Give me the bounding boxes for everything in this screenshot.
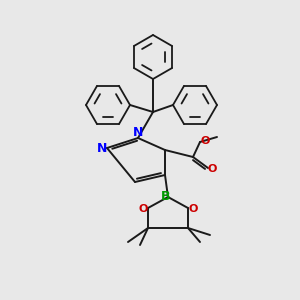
Text: O: O — [200, 136, 210, 146]
Text: O: O — [188, 204, 198, 214]
Text: N: N — [97, 142, 107, 154]
Text: O: O — [138, 204, 148, 214]
Text: B: B — [161, 190, 171, 203]
Text: O: O — [207, 164, 217, 174]
Text: N: N — [133, 127, 143, 140]
